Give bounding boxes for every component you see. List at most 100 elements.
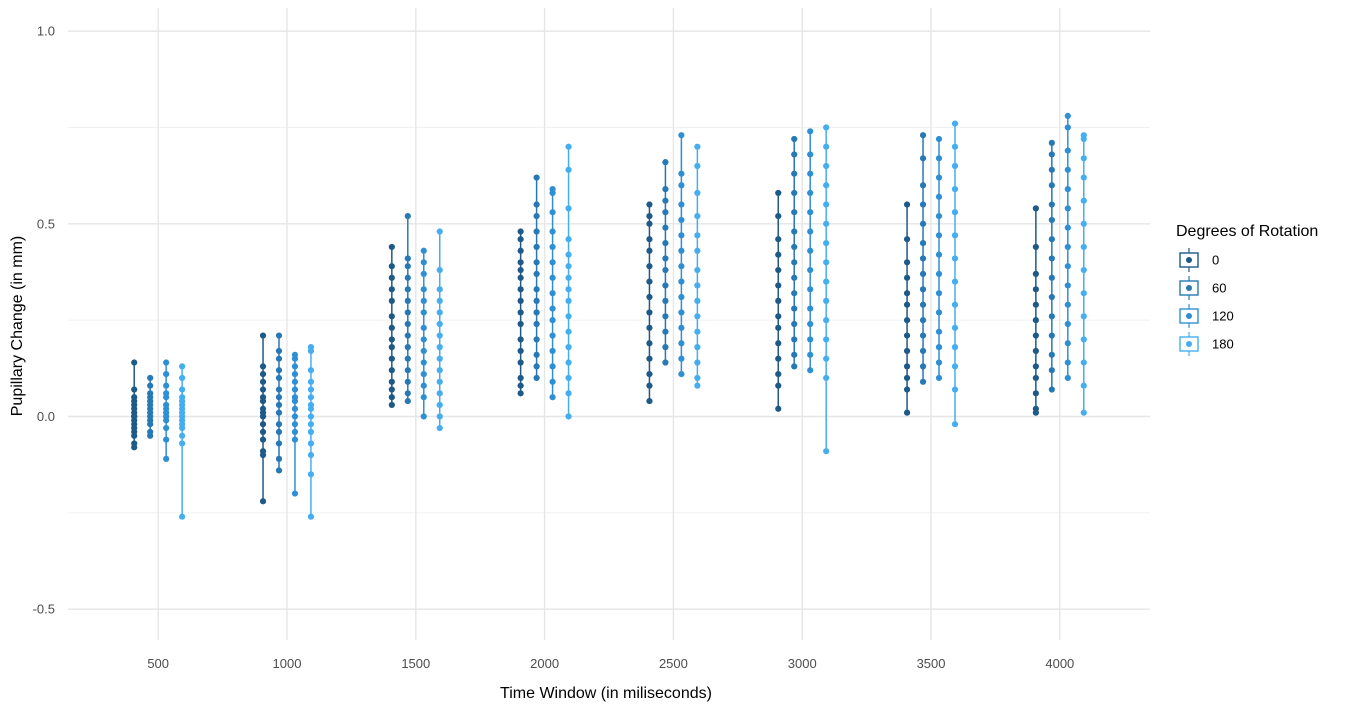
- data-point: [404, 390, 411, 397]
- data-point: [436, 367, 443, 374]
- data-point: [420, 370, 427, 378]
- data-point: [775, 297, 782, 304]
- legend-item: 120: [1179, 304, 1234, 328]
- data-point: [678, 201, 685, 208]
- data-point: [694, 313, 701, 320]
- data-point: [517, 359, 524, 366]
- data-point: [951, 143, 959, 150]
- data-point: [179, 432, 186, 439]
- data-point: [662, 359, 669, 366]
- data-point: [275, 401, 283, 409]
- data-point: [259, 332, 267, 339]
- data-point: [646, 293, 653, 301]
- data-point: [565, 166, 572, 173]
- data-point: [404, 332, 411, 339]
- data-point: [1064, 282, 1071, 289]
- data-point: [565, 390, 572, 397]
- data-point: [951, 255, 959, 262]
- data-point: [678, 216, 685, 224]
- data-point: [694, 328, 701, 335]
- data-point: [1064, 374, 1071, 382]
- data-point: [533, 363, 540, 370]
- data-point: [919, 220, 927, 227]
- data-point: [919, 239, 927, 247]
- data-point: [388, 243, 395, 251]
- data-point: [307, 421, 315, 428]
- data-point: [775, 251, 782, 258]
- data-point: [935, 290, 943, 297]
- data-point: [678, 182, 685, 189]
- data-point: [1064, 301, 1071, 308]
- data-point: [951, 344, 959, 351]
- data-point: [517, 336, 524, 343]
- data-point: [420, 286, 427, 293]
- data-point: [935, 251, 943, 258]
- data-point: [823, 278, 830, 285]
- data-point: [388, 286, 395, 293]
- data-point: [791, 351, 798, 358]
- data-point: [662, 266, 669, 274]
- x-tick-label: 3500: [917, 656, 946, 671]
- data-point: [259, 405, 267, 412]
- data-point: [823, 355, 830, 362]
- data-point: [1032, 374, 1039, 382]
- data-point: [291, 413, 299, 420]
- data-point: [565, 297, 572, 304]
- data-point: [791, 135, 798, 143]
- data-point: [565, 274, 572, 281]
- data-point: [388, 401, 395, 409]
- data-point: [662, 255, 669, 262]
- data-point: [259, 394, 267, 401]
- data-point: [694, 282, 701, 289]
- data-point: [807, 209, 814, 216]
- data-point: [1064, 224, 1071, 231]
- data-series: [131, 112, 1087, 520]
- data-point: [388, 313, 395, 320]
- data-point: [919, 332, 927, 339]
- data-point: [549, 305, 556, 312]
- data-point: [1064, 320, 1071, 328]
- data-point: [646, 397, 653, 405]
- data-point: [307, 401, 315, 409]
- data-point: [179, 394, 186, 401]
- data-point: [694, 189, 701, 197]
- data-point: [694, 344, 701, 351]
- data-point: [517, 286, 524, 293]
- data-point: [549, 378, 556, 385]
- data-point: [275, 367, 283, 374]
- data-point: [307, 451, 315, 459]
- data-point: [775, 405, 782, 412]
- data-point: [646, 382, 653, 389]
- legend-key-point: [1186, 285, 1192, 291]
- data-point: [436, 401, 443, 409]
- data-point: [823, 374, 830, 382]
- data-point: [823, 201, 830, 208]
- data-point: [533, 270, 540, 278]
- legend-item: 0: [1179, 248, 1219, 272]
- data-point: [1080, 243, 1087, 251]
- data-point: [662, 344, 669, 351]
- data-point: [533, 228, 540, 235]
- data-point: [1048, 367, 1055, 374]
- data-point: [533, 351, 540, 358]
- data-point: [823, 448, 830, 455]
- data-point: [694, 266, 701, 274]
- data-point: [517, 347, 524, 355]
- data-point: [549, 243, 556, 251]
- data-point: [807, 128, 814, 135]
- data-point: [163, 390, 170, 397]
- data-point: [646, 324, 653, 331]
- data-point: [291, 394, 299, 401]
- data-point: [517, 228, 524, 235]
- data-point: [1064, 243, 1071, 251]
- data-point: [791, 170, 798, 177]
- data-point: [1080, 174, 1087, 181]
- data-point: [823, 317, 830, 324]
- data-point: [533, 374, 540, 382]
- data-point: [1048, 313, 1055, 320]
- data-point: [404, 397, 411, 405]
- data-point: [517, 259, 524, 266]
- data-point: [275, 374, 283, 382]
- y-tick-label: 0.5: [37, 216, 55, 231]
